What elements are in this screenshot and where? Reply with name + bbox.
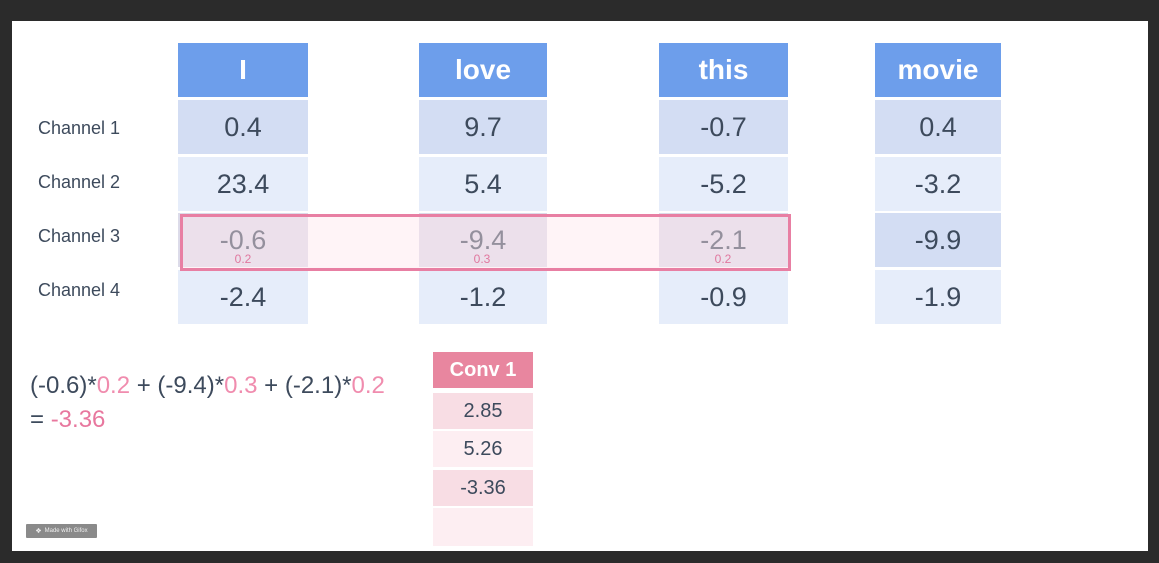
slide-canvas: Channel 1 Channel 2 Channel 3 Channel 4 … [12, 21, 1148, 551]
cell-this-ch2: -5.2 [659, 157, 788, 211]
formula-term3-value: (-2.1)* [284, 372, 352, 399]
channel-label-1: Channel 1 [38, 118, 121, 138]
cell-i-ch3: -0.6 [178, 213, 308, 267]
conv-output-2: 5.26 [433, 431, 533, 467]
conv-output-3: -3.36 [433, 470, 533, 506]
conv-output-4 [433, 508, 533, 546]
formula-term2-value: (-9.4)* [157, 372, 225, 399]
cell-i-ch2: 23.4 [178, 157, 308, 211]
formula-result: -3.36 [50, 406, 106, 433]
formula-term3-weight: 0.2 [351, 372, 385, 399]
formula-line-2: = -3.36 [30, 403, 385, 437]
cell-love-ch4: -1.2 [419, 270, 547, 324]
kernel-window [180, 214, 791, 271]
channel-label-4: Channel 4 [38, 280, 121, 300]
formula-term1-value: (-0.6)* [30, 372, 97, 399]
cell-movie-ch4: -1.9 [875, 270, 1001, 324]
formula-plus-2: + [257, 372, 285, 399]
word-header-movie: movie [875, 43, 1001, 97]
gifox-watermark-text: Made with Gifox [44, 528, 88, 534]
kernel-weight-1: 0.2 [234, 252, 252, 266]
channel-label-2: Channel 2 [38, 172, 121, 192]
word-header-this: this [659, 43, 788, 97]
cell-movie-ch2: -3.2 [875, 157, 1001, 211]
cell-movie-ch1: 0.4 [875, 100, 1001, 154]
gifox-logo-icon: ❖ [35, 528, 42, 535]
cell-this-ch4: -0.9 [659, 270, 788, 324]
cell-i-ch4: -2.4 [178, 270, 308, 324]
cell-this-ch3: -2.1 [659, 213, 788, 267]
formula-term1-weight: 0.2 [96, 372, 131, 399]
conv-header: Conv 1 [433, 352, 533, 388]
formula-equals: = [30, 406, 51, 433]
channel-label-3: Channel 3 [38, 226, 121, 246]
formula-line-1: (-0.6)*0.2 + (-9.4)*0.3 + (-2.1)*0.2 [30, 369, 385, 403]
cell-movie-ch3: -9.9 [875, 213, 1001, 267]
kernel-weight-3: 0.2 [714, 252, 732, 266]
conv-output-1: 2.85 [433, 393, 533, 429]
cell-love-ch3: -9.4 [419, 213, 547, 267]
cell-love-ch1: 9.7 [419, 100, 547, 154]
gifox-watermark: ❖ Made with Gifox [26, 524, 97, 538]
formula-plus-1: + [130, 372, 158, 399]
cell-this-ch1: -0.7 [659, 100, 788, 154]
cell-love-ch2: 5.4 [419, 157, 547, 211]
word-header-i: I [178, 43, 308, 97]
cell-i-ch1: 0.4 [178, 100, 308, 154]
convolution-formula: (-0.6)*0.2 + (-9.4)*0.3 + (-2.1)*0.2 = -… [30, 369, 385, 437]
kernel-weight-2: 0.3 [473, 252, 491, 266]
formula-term2-weight: 0.3 [224, 372, 258, 399]
word-header-love: love [419, 43, 547, 97]
